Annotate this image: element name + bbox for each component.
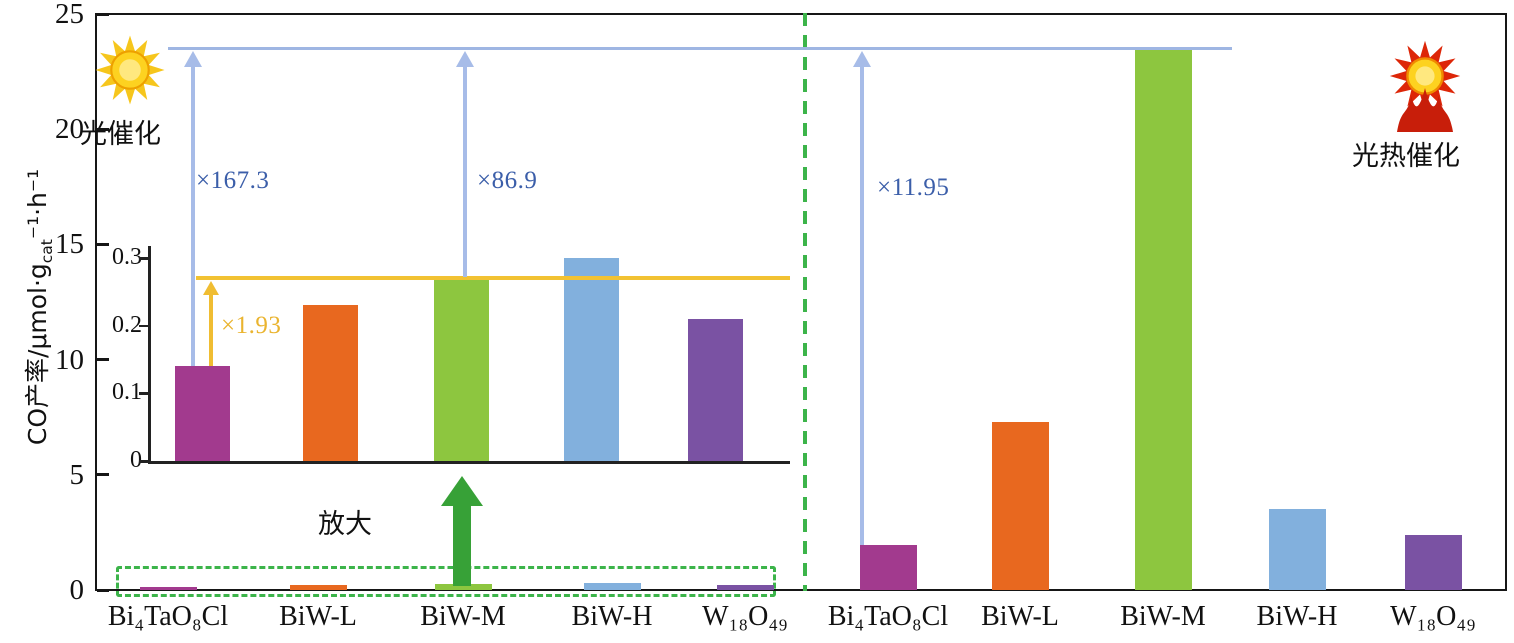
inset-reference-line	[196, 276, 790, 281]
x-label-photo-4: W₁₈O₄₉	[702, 601, 788, 632]
x-label-photo-1: BiW-L	[279, 601, 357, 632]
inset-y-tick-mark	[139, 257, 148, 260]
bar-photo-1	[289, 584, 347, 590]
x-label-thermal-3: BiW-H	[1256, 601, 1338, 632]
arrow-x167-shaft	[191, 64, 195, 366]
inset-bar-2	[433, 278, 489, 461]
inset-bar-3	[563, 258, 619, 461]
magnified-region-box	[116, 566, 776, 597]
x-label-thermal-0: Bi₄TaO₈Cl	[827, 601, 949, 632]
inset-bar-0	[174, 366, 230, 461]
inset-y-tick-label: 0.3	[112, 244, 142, 270]
y-tick-mark	[97, 588, 109, 592]
inset-bar-1	[302, 305, 358, 461]
magnify-arrow-shaft	[453, 504, 471, 586]
bar-photo-3	[583, 583, 641, 590]
bar-thermal-0	[859, 544, 917, 590]
y-tick-label: 0	[69, 574, 85, 606]
x-label-photo-2: BiW-M	[420, 601, 506, 632]
bar-photo-0	[139, 586, 197, 590]
inset-y-tick-label: 0	[130, 447, 142, 473]
x-label-photo-0: Bi₄TaO₈Cl	[107, 601, 229, 632]
y-tick-label: 15	[55, 228, 84, 261]
inset-bar-4	[687, 318, 743, 461]
arrow-x193-head	[203, 281, 219, 296]
photocatalysis-label: 光催化	[80, 119, 161, 150]
y-tick-label: 25	[55, 0, 84, 30]
photothermal-max-reference-line	[168, 46, 1232, 51]
multiplier-193-label: ×1.93	[221, 312, 282, 339]
bar-thermal-1	[991, 421, 1049, 590]
inset-y-tick-mark	[139, 392, 148, 395]
inset-y-tick-label: 0.2	[112, 311, 142, 338]
arrow-x1195-head	[853, 50, 871, 67]
inset-y-tick-label: 0.1	[112, 379, 142, 406]
arrow-x193-shaft	[209, 293, 213, 366]
photothermal-label: 光热催化	[1352, 141, 1460, 172]
multiplier-869-label: ×86.9	[477, 167, 538, 194]
bar-photo-2	[434, 583, 492, 590]
x-label-thermal-1: BiW-L	[981, 601, 1059, 632]
y-tick-mark	[97, 127, 109, 131]
bar-thermal-3	[1268, 509, 1326, 590]
inset-y-tick-mark	[139, 324, 148, 328]
x-label-thermal-2: BiW-M	[1120, 601, 1206, 632]
y-tick-label: 5	[69, 458, 85, 491]
arrow-x869-head	[456, 50, 474, 67]
x-label-thermal-4: W₁₈O₄₉	[1390, 601, 1476, 632]
inset-x-axis	[148, 461, 790, 464]
magnify-label: 放大	[318, 509, 372, 540]
magnify-arrow-head	[441, 476, 483, 506]
arrow-x869-shaft	[463, 64, 467, 278]
bar-photo-4	[716, 585, 774, 590]
inset-y-axis	[148, 246, 151, 463]
y-tick-label: 10	[55, 343, 84, 376]
sun-icon	[95, 35, 165, 105]
inset-y-tick-mark	[139, 460, 148, 463]
y-tick-mark	[97, 358, 109, 362]
multiplier-1195-label: ×11.95	[877, 174, 950, 201]
burning-sun-icon	[1389, 40, 1461, 132]
regime-separator-dashed-line	[803, 13, 807, 591]
bar-thermal-2	[1134, 48, 1192, 590]
y-tick-mark	[97, 12, 109, 16]
y-tick-mark	[97, 242, 109, 246]
y-tick-label: 20	[55, 113, 84, 146]
x-label-photo-3: BiW-H	[571, 601, 653, 632]
arrow-x1195-shaft	[860, 64, 864, 545]
bar-thermal-4	[1404, 534, 1462, 590]
plot-frame	[95, 13, 1507, 591]
arrow-x167-head	[184, 50, 202, 67]
y-tick-mark	[97, 473, 109, 477]
multiplier-167-label: ×167.3	[196, 167, 270, 194]
